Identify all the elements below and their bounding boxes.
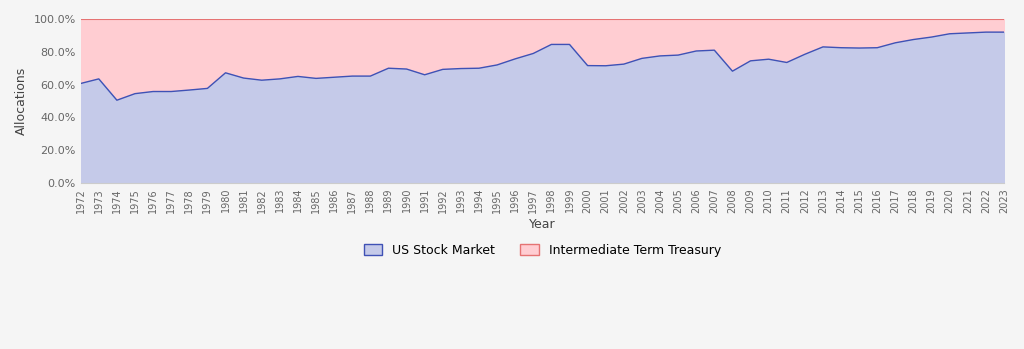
Y-axis label: Allocations: Allocations: [15, 67, 28, 135]
X-axis label: Year: Year: [529, 218, 556, 231]
Legend: US Stock Market, Intermediate Term Treasury: US Stock Market, Intermediate Term Treas…: [358, 239, 726, 262]
